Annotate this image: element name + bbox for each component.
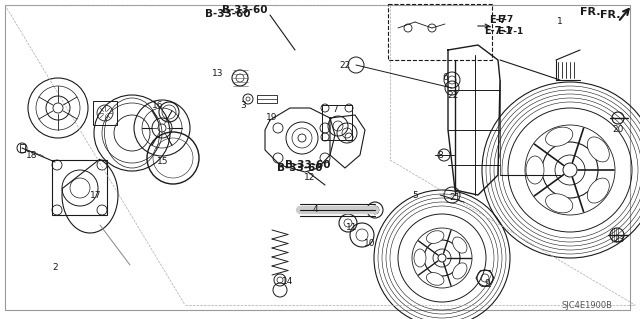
Ellipse shape [414, 249, 426, 267]
Text: E-7: E-7 [490, 15, 507, 25]
Text: 1: 1 [557, 18, 563, 26]
Text: 15: 15 [157, 158, 169, 167]
Text: 5: 5 [412, 190, 418, 199]
Ellipse shape [526, 156, 544, 184]
Ellipse shape [545, 194, 573, 213]
Text: 12: 12 [304, 174, 316, 182]
Text: 22: 22 [447, 91, 459, 100]
Text: 16: 16 [152, 100, 164, 109]
Text: 10: 10 [364, 239, 376, 248]
Text: B-33-60: B-33-60 [277, 163, 323, 173]
Ellipse shape [588, 178, 609, 203]
Ellipse shape [426, 231, 444, 243]
Text: 22: 22 [339, 61, 351, 70]
Text: FR.: FR. [580, 7, 600, 17]
Text: 23: 23 [613, 235, 625, 244]
Text: 3: 3 [240, 100, 246, 109]
Text: 4: 4 [312, 205, 318, 214]
Bar [388, 4, 492, 60]
Text: E-7-1: E-7-1 [484, 26, 512, 36]
Bar [52, 160, 107, 215]
Text: 8: 8 [437, 151, 443, 160]
Bar [93, 101, 117, 125]
Ellipse shape [452, 237, 467, 253]
Text: B-33-60: B-33-60 [205, 9, 251, 19]
Text: B-33-60: B-33-60 [285, 160, 331, 170]
Text: 20: 20 [612, 125, 624, 135]
Bar [322, 105, 352, 140]
Text: 7: 7 [332, 106, 338, 115]
Bar [257, 95, 277, 103]
Ellipse shape [426, 272, 444, 285]
Text: 17: 17 [90, 190, 102, 199]
Text: E-7: E-7 [497, 16, 513, 25]
Ellipse shape [588, 137, 609, 162]
Text: FR.: FR. [600, 10, 621, 20]
Text: 9: 9 [484, 279, 490, 288]
Text: 6: 6 [442, 73, 448, 83]
Text: 13: 13 [212, 69, 224, 78]
Text: E-7-1: E-7-1 [497, 27, 524, 36]
Ellipse shape [452, 263, 467, 279]
Text: 21: 21 [449, 194, 461, 203]
Text: 18: 18 [26, 151, 38, 160]
Ellipse shape [545, 127, 573, 146]
Text: 19: 19 [266, 114, 278, 122]
Text: 2: 2 [52, 263, 58, 272]
Bar [20, 144, 25, 152]
Text: 14: 14 [282, 278, 294, 286]
Text: SJC4E1900B: SJC4E1900B [562, 300, 613, 309]
Text: B-33-60: B-33-60 [222, 5, 268, 15]
Text: 11: 11 [346, 224, 358, 233]
